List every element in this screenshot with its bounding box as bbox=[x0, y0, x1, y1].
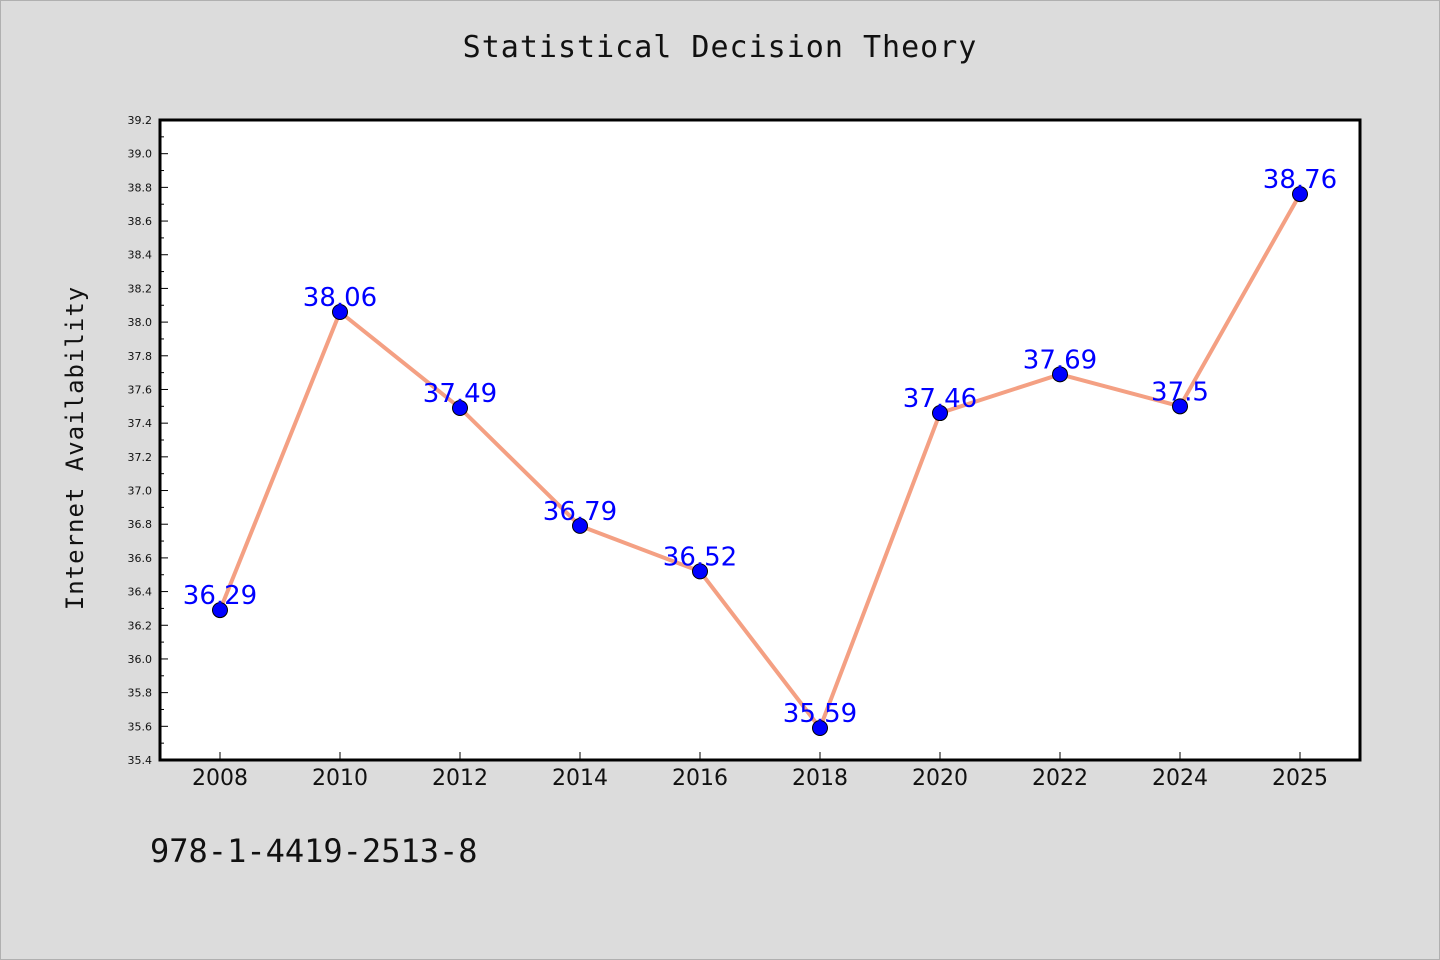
y-tick-label: 37.2 bbox=[128, 451, 153, 464]
plot-border bbox=[158, 118, 1362, 762]
y-tick-label: 36.2 bbox=[128, 619, 153, 632]
data-label: 36.29 bbox=[183, 581, 257, 611]
y-tick-label: 36.6 bbox=[128, 552, 153, 565]
y-tick-label: 36.0 bbox=[128, 653, 153, 666]
y-tick-label: 36.4 bbox=[128, 586, 153, 599]
y-tick-label: 38.4 bbox=[128, 249, 153, 262]
x-tick-label: 2018 bbox=[792, 766, 848, 791]
plot-area bbox=[160, 120, 1360, 760]
y-tick-label: 37.0 bbox=[128, 485, 153, 498]
x-tick-label: 2014 bbox=[552, 766, 608, 791]
data-label: 36.52 bbox=[663, 542, 737, 572]
x-tick-label: 2008 bbox=[192, 766, 248, 791]
data-point bbox=[332, 304, 348, 320]
x-tick-label: 2020 bbox=[912, 766, 968, 791]
y-tick-label: 39.2 bbox=[128, 114, 153, 127]
y-tick-label: 35.4 bbox=[128, 754, 153, 767]
y-tick-label: 37.4 bbox=[128, 417, 153, 430]
data-point bbox=[1292, 186, 1308, 203]
y-tick-label: 38.8 bbox=[128, 181, 153, 194]
x-tick-label: 2024 bbox=[1152, 766, 1208, 791]
y-tick-label: 36.8 bbox=[128, 518, 153, 531]
data-point bbox=[932, 405, 948, 422]
y-tick-label: 37.8 bbox=[128, 350, 153, 363]
data-point bbox=[812, 720, 828, 736]
data-label: 37.49 bbox=[423, 379, 497, 409]
chart-title: Statistical Decision Theory bbox=[462, 30, 978, 65]
x-tick-label: 2012 bbox=[432, 766, 488, 791]
data-point bbox=[452, 400, 468, 416]
data-label: 38.76 bbox=[1263, 165, 1337, 195]
series-line bbox=[218, 192, 1302, 730]
data-label: 35.59 bbox=[783, 699, 857, 729]
isbn-footnote: 978-1-4419-2513-8 bbox=[150, 832, 478, 870]
data-label: 37.46 bbox=[903, 384, 977, 414]
data-point bbox=[572, 517, 588, 534]
y-tick-label: 37.6 bbox=[128, 383, 153, 396]
data-point bbox=[692, 563, 708, 580]
x-tick-label: 2016 bbox=[672, 766, 728, 791]
x-tick-label: 2022 bbox=[1032, 766, 1088, 791]
data-point bbox=[1052, 366, 1068, 383]
y-tick-label: 38.6 bbox=[128, 215, 153, 228]
y-tick-label: 38.0 bbox=[128, 316, 153, 329]
data-label: 38.06 bbox=[303, 283, 377, 313]
data-label: 36.79 bbox=[543, 497, 617, 527]
data-label: 37.5 bbox=[1151, 377, 1209, 407]
x-tick-label: 2010 bbox=[312, 766, 368, 791]
y-tick-label: 38.2 bbox=[128, 282, 153, 295]
x-tick-label: 2025 bbox=[1272, 766, 1328, 791]
y-tick-label: 39.0 bbox=[128, 148, 153, 161]
data-point bbox=[212, 602, 228, 619]
y-tick-label: 35.8 bbox=[128, 687, 153, 700]
data-label: 37.69 bbox=[1023, 345, 1097, 375]
y-tick-label: 35.6 bbox=[128, 720, 153, 733]
data-point bbox=[1172, 398, 1188, 415]
